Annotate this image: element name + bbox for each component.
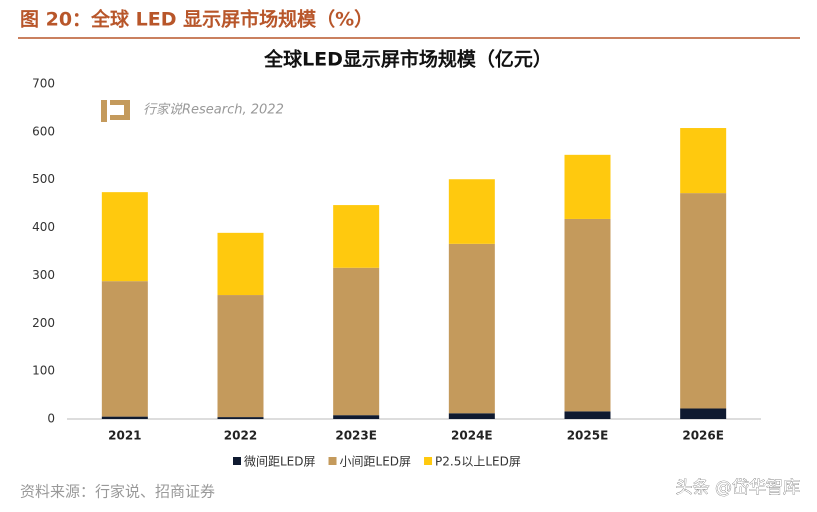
bar-segment	[217, 417, 264, 419]
watermark: 头条 @岱华智库	[676, 478, 800, 498]
y-tick-label: 400	[32, 220, 55, 234]
x-tick-label: 2025E	[567, 429, 609, 443]
bar-segment	[101, 416, 148, 419]
figure-header: 图 20：全球 LED 显示屏市场规模（%）	[20, 8, 373, 31]
y-tick-label: 100	[32, 364, 55, 378]
x-tick-label: 2026E	[682, 429, 724, 443]
y-tick-label: 0	[47, 412, 55, 426]
chart-title: 全球LED显示屏市场规模（亿元）	[263, 48, 552, 71]
bar-segment	[680, 128, 727, 194]
y-tick-label: 600	[32, 124, 55, 138]
y-tick-label: 500	[32, 172, 55, 186]
legend-label: 小间距LED屏	[340, 455, 412, 469]
source: 资料来源：行家说、招商证券	[20, 483, 215, 501]
bar-segment	[680, 193, 727, 409]
logo	[101, 100, 130, 122]
y-tick-label: 200	[32, 316, 55, 330]
legend-label: P2.5以上LED屏	[435, 455, 521, 469]
y-tick-label: 700	[32, 77, 55, 91]
legend-swatch	[424, 457, 433, 465]
legend-swatch	[328, 457, 337, 465]
bar-segment	[217, 232, 264, 296]
bar-segment	[448, 413, 495, 419]
bar-segment	[333, 205, 380, 268]
bar-segment	[101, 192, 148, 282]
bar-segment	[448, 243, 495, 414]
bar-segment	[564, 154, 611, 219]
bar-segment	[333, 267, 380, 416]
bar-segment	[101, 281, 148, 417]
x-tick-label: 2023E	[335, 429, 377, 443]
bar-segment	[564, 218, 611, 412]
x-tick-label: 2021	[108, 429, 141, 443]
x-tick-label: 2022	[224, 429, 257, 443]
bar-segment	[448, 179, 495, 244]
bar-segment	[217, 295, 264, 418]
legend-label: 微间距LED屏	[244, 455, 316, 469]
bar-segment	[680, 408, 727, 419]
bar-segment	[564, 411, 611, 419]
bar-segment	[333, 415, 380, 419]
y-tick-label: 300	[32, 268, 55, 282]
x-tick-label: 2024E	[451, 429, 493, 443]
annotation: 行家说Research, 2022	[143, 102, 284, 118]
legend-swatch	[233, 457, 241, 465]
